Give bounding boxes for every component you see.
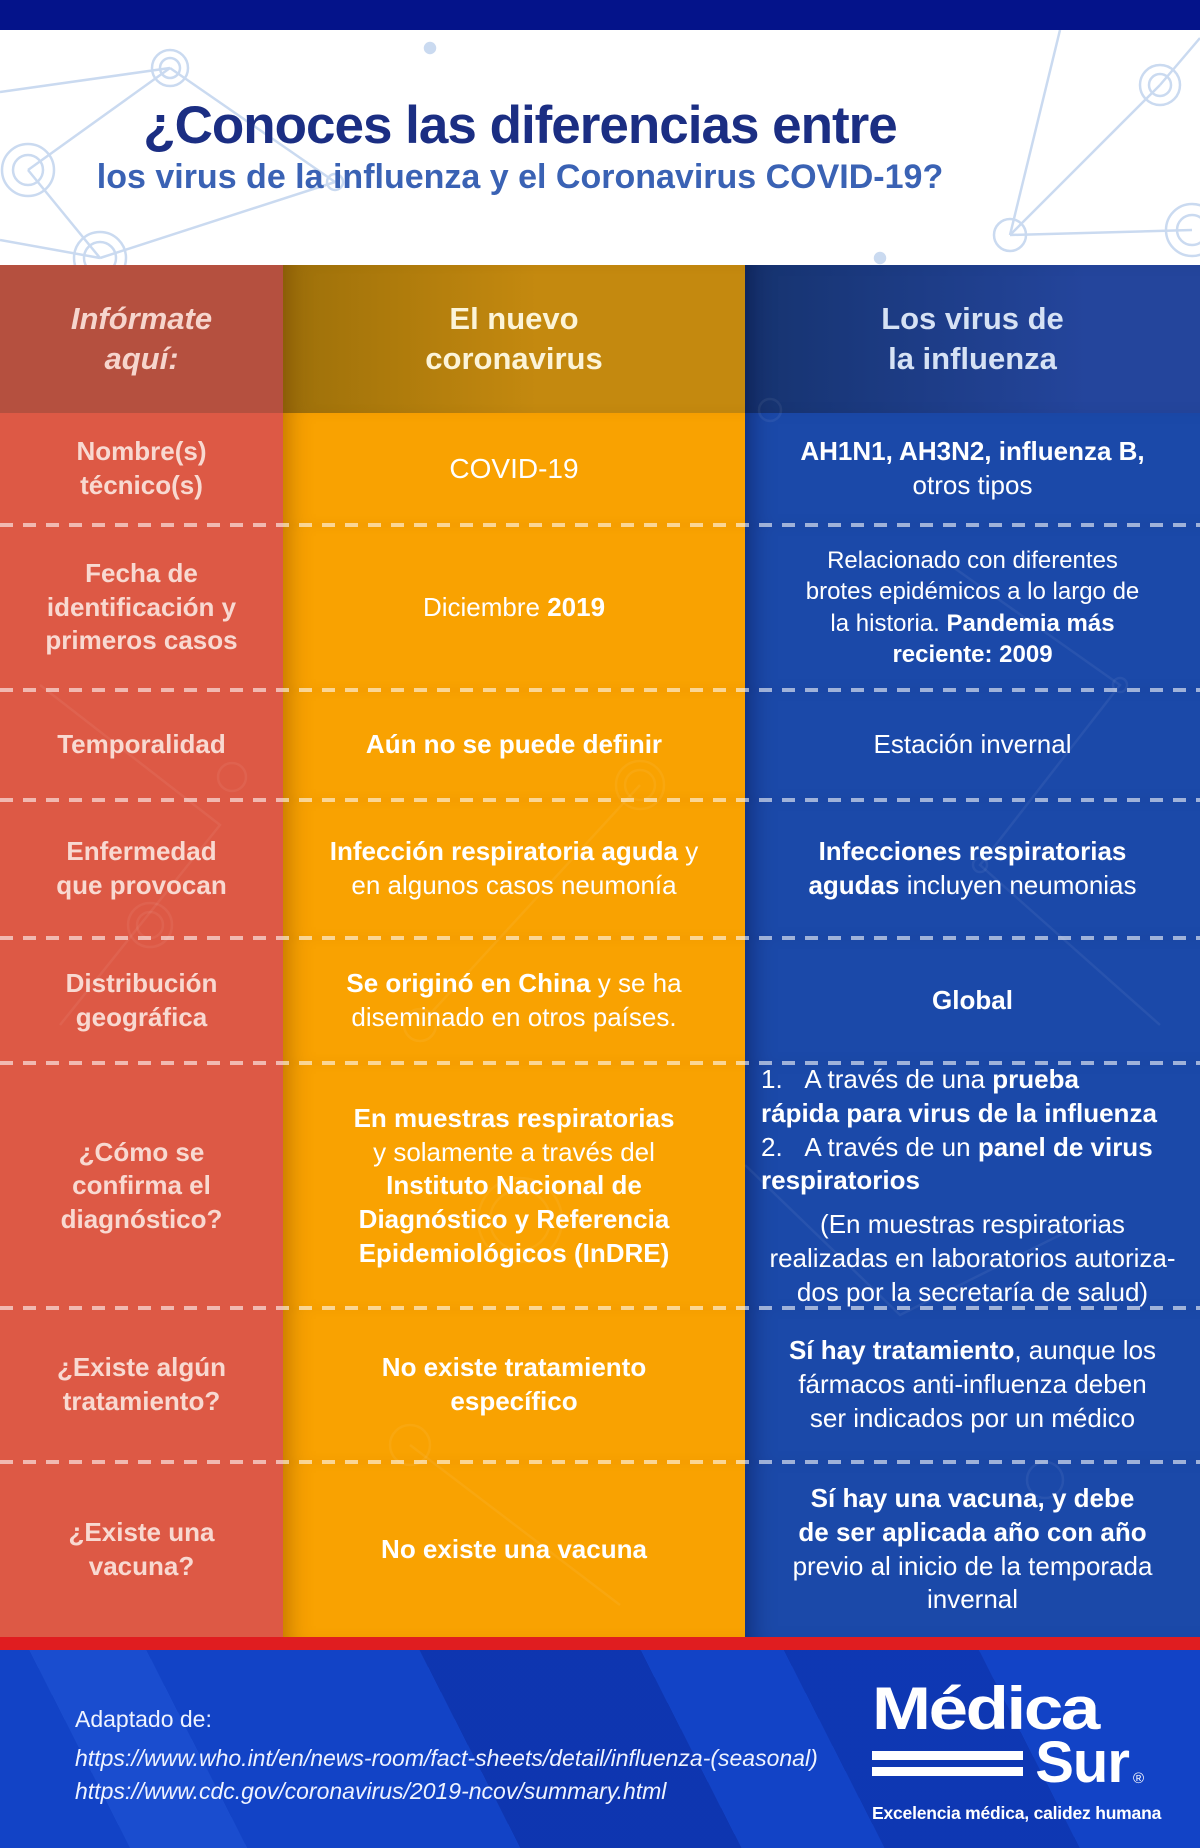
column-header-info-label: Infórmate aquí: [70,300,213,376]
row-label: Enfermedad que provocan [56,836,227,900]
cell-text: Global [932,984,1013,1015]
table-row: Distribución geográfica Se originó en Chi… [0,938,1200,1065]
coronavirus-cell: No existe una vacuna [283,1462,745,1637]
cell-text: Infecciones respiratorias agudas incluye… [808,836,1137,900]
registered-trademark-icon: ® [1132,1770,1144,1788]
coronavirus-cell: Infección respiratoria aguda y en alguno… [283,800,745,938]
coronavirus-cell: Diciembre 2019 [283,525,745,690]
table-row: ¿Existe algún tratamiento? No existe trat… [0,1308,1200,1464]
cell-text: Diciembre 2019 [422,591,606,622]
cell-text: No existe una vacuna [381,1533,647,1564]
cell-text: Estación invernal [873,729,1072,760]
row-label-cell: Nombre(s) técnico(s) [0,413,283,525]
cell-text: No existe tratamiento específico [381,1352,647,1416]
table-row: Enfermedad que provocan Infección respira… [0,800,1200,940]
table-row: Nombre(s) técnico(s) COVID-19 AH1N1, AH3N2… [0,413,1200,527]
coronavirus-cell: Aún no se puede definir [283,690,745,800]
column-header-coronavirus: El nuevo coronavirus [283,265,745,413]
row-label: ¿Cómo se confirma el diagnóstico? [60,1136,223,1235]
table-rows: Nombre(s) técnico(s) COVID-19 AH1N1, AH3N2… [0,413,1200,1637]
influenza-cell: Relacionado con diferentes brotes epidém… [745,525,1200,690]
row-label-cell: Enfermedad que provocan [0,800,283,938]
row-label-cell: ¿Existe una vacuna? [0,1462,283,1637]
logo-bars-icon [872,1750,1024,1776]
comparison-table: Infórmate aquí: El nuevo coronavirus Los… [0,265,1200,1637]
row-label: ¿Existe una vacuna? [68,1516,215,1581]
title-block: ¿Conoces las diferencias entre los virus… [0,30,1040,196]
influenza-cell: Global [745,938,1200,1063]
source-url: https://www.who.int/en/news-room/fact-sh… [75,1745,818,1771]
coronavirus-cell: No existe tratamiento específico [283,1308,745,1462]
table-row: Temporalidad Aún no se puede definir Estac… [0,690,1200,802]
column-header-coronavirus-label: El nuevo coronavirus [425,300,603,376]
row-label: ¿Existe algún tratamiento? [56,1352,227,1416]
row-label-cell: Distribución geográfica [0,938,283,1063]
row-label-cell: ¿Cómo se confirma el diagnóstico? [0,1063,283,1310]
row-label: Temporalidad [57,729,226,760]
footer: Adaptado de: https://www.who.int/en/news… [0,1650,1200,1848]
cell-text: Sí hay tratamiento, aunque los fármacos … [788,1335,1157,1433]
row-label: Nombre(s) técnico(s) [76,436,207,500]
medica-sur-logo: Médica Sur ® Excelencia médica, calidez … [872,1679,1162,1824]
cell-text: Aún no se puede definir [365,729,663,760]
logo-sur-text: Sur [1035,1730,1130,1795]
row-label-cell: Fecha de identificación y primeros casos [0,525,283,690]
row-label: Distribución geográfica [65,967,218,1032]
influenza-cell: AH1N1, AH3N2, influenza B, otros tipos [745,413,1200,525]
cell-text: Sí hay una vacuna, y debe de ser aplicad… [792,1482,1153,1615]
cell-text: 1. A través de una prueba rápida para vi… [761,1064,1157,1128]
row-label-cell: ¿Existe algún tratamiento? [0,1308,283,1462]
row-label-cell: Temporalidad [0,690,283,800]
logo-sur-row: Sur ® [872,1730,1144,1795]
page-title: ¿Conoces las diferencias entre [143,96,898,155]
influenza-cell: Infecciones respiratorias agudas incluye… [745,800,1200,938]
logo-medica-text: Médica [872,1675,1100,1742]
adapted-from-label: Adaptado de: [75,1706,212,1732]
column-header-influenza-label: Los virus de la influenza [881,300,1064,376]
source-url-list: https://www.who.int/en/news-room/fact-sh… [75,1742,818,1809]
page-subtitle: los virus de la influenza y el Coronavir… [96,157,944,196]
sources-block: Adaptado de: https://www.who.int/en/news… [75,1706,818,1809]
row-label: Fecha de identificación y primeros casos [45,557,238,656]
column-header-influenza: Los virus de la influenza [745,265,1200,413]
table-row: Fecha de identificación y primeros casos… [0,525,1200,692]
header: ¿Conoces las diferencias entre los virus… [0,30,1200,265]
influenza-cell: Sí hay tratamiento, aunque los fármacos … [745,1308,1200,1462]
cell-text: Relacionado con diferentes brotes epidém… [805,547,1140,668]
column-header-row: Infórmate aquí: El nuevo coronavirus Los… [0,265,1200,413]
cell-text: Se originó en China y se ha diseminado e… [346,967,682,1032]
coronavirus-cell: COVID-19 [283,413,745,525]
influenza-cell: 1. A través de una prueba rápida para vi… [745,1063,1200,1310]
cell-text: COVID-19 [449,452,579,484]
cell-text: 2. A través de un panel de virus respira… [761,1131,1153,1196]
cell-text: Infección respiratoria aguda y en alguno… [329,836,699,900]
cell-text: (En muestras respiratorias realizadas en… [769,1209,1176,1307]
influenza-cell: Estación invernal [745,690,1200,800]
cell-text: En muestras respiratorias y solamente a … [353,1102,675,1268]
table-row: ¿Cómo se confirma el diagnóstico? En mues… [0,1063,1200,1310]
source-url: https://www.cdc.gov/coronavirus/2019-nco… [75,1778,667,1805]
influenza-cell: Sí hay una vacuna, y debe de ser aplicad… [745,1462,1200,1637]
column-header-info: Infórmate aquí: [0,265,283,413]
red-divider-bar [0,1637,1200,1650]
coronavirus-cell: Se originó en China y se ha diseminado e… [283,938,745,1063]
cell-text: AH1N1, AH3N2, influenza B, otros tipos [800,436,1145,500]
logo-tagline: Excelencia médica, calidez humana [872,1803,1162,1824]
table-row: ¿Existe una vacuna? No existe una vacuna S… [0,1462,1200,1637]
coronavirus-cell: En muestras respiratorias y solamente a … [283,1063,745,1310]
top-accent-bar [0,0,1200,30]
